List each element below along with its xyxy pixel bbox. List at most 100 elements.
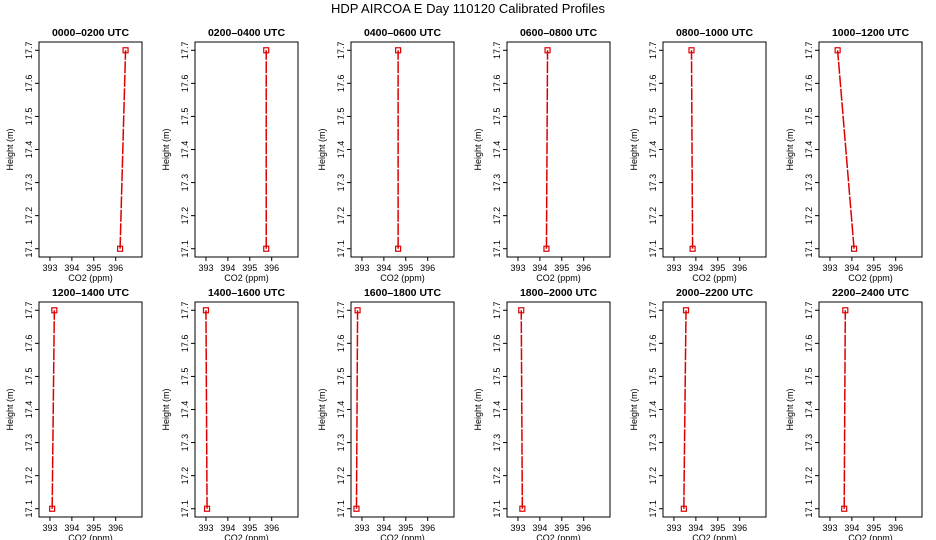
data-point: [354, 307, 361, 314]
y-tick-label: 17.5: [24, 368, 34, 386]
y-tick-label: 17.3: [24, 434, 34, 452]
x-tick-label: 396: [264, 523, 279, 533]
chart-panels: 0000–0200 UTC 393 394 395 396 17.1 17.2 17.3 17.…: [5, 27, 923, 540]
x-tick-label: 396: [576, 523, 591, 533]
y-tick-label: 17.5: [24, 108, 34, 126]
y-tick-label: 17.3: [336, 434, 346, 452]
x-axis-label: CO2 (ppm): [380, 533, 425, 540]
y-axis-label: Height (m): [629, 388, 639, 430]
data-point: [395, 47, 402, 54]
x-axis-label: CO2 (ppm): [848, 273, 893, 283]
y-tick-label: 17.7: [180, 302, 190, 320]
y-tick-label: 17.1: [804, 240, 814, 258]
x-tick-label: 394: [64, 523, 79, 533]
y-tick-label: 17.1: [648, 240, 658, 258]
x-axis-label: CO2 (ppm): [224, 273, 269, 283]
profile-panel: 1600–1800 UTC 393 394 395 396 17.1 17.2 17.3 17.…: [317, 287, 455, 540]
x-tick-label: 396: [732, 523, 747, 533]
y-tick-label: 17.1: [24, 500, 34, 518]
x-tick-label: 395: [710, 263, 725, 273]
x-tick-label: 396: [888, 523, 903, 533]
x-tick-label: 394: [844, 263, 859, 273]
x-axis-label: CO2 (ppm): [380, 273, 425, 283]
panel-title: 0600–0800 UTC: [520, 27, 597, 39]
y-tick-label: 17.3: [648, 434, 658, 452]
panel-title: 2000–2200 UTC: [676, 287, 753, 299]
y-tick-label: 17.1: [648, 500, 658, 518]
x-axis-label: CO2 (ppm): [692, 533, 737, 540]
x-tick-label: 395: [398, 523, 413, 533]
x-axis-label: CO2 (ppm): [224, 533, 269, 540]
y-tick-label: 17.4: [492, 401, 502, 419]
y-tick-label: 17.4: [804, 141, 814, 159]
y-tick-label: 17.5: [648, 368, 658, 386]
x-tick-label: 395: [710, 523, 725, 533]
y-tick-label: 17.4: [180, 141, 190, 159]
y-axis-label: Height (m): [161, 388, 171, 430]
x-tick-label: 393: [42, 263, 57, 273]
y-axis-label: Height (m): [317, 128, 327, 170]
plot-frame: [350, 41, 455, 258]
data-point: [682, 307, 690, 314]
profile-line: [520, 310, 524, 509]
data-point: [263, 245, 270, 252]
x-tick-label: 396: [732, 263, 747, 273]
x-tick-label: 393: [42, 523, 57, 533]
y-tick-label: 17.7: [492, 302, 502, 320]
x-tick-label: 393: [354, 263, 369, 273]
plot-frame: [818, 41, 923, 258]
y-tick-label: 17.7: [336, 302, 346, 320]
panel-title: 1600–1800 UTC: [364, 287, 441, 299]
y-tick-label: 17.6: [648, 335, 658, 353]
panel-title: 1800–2000 UTC: [520, 287, 597, 299]
y-tick-label: 17.3: [492, 174, 502, 192]
data-point: [395, 245, 402, 252]
x-tick-label: 394: [688, 523, 703, 533]
x-tick-label: 393: [354, 523, 369, 533]
y-tick-label: 17.2: [180, 207, 190, 225]
y-tick-label: 17.3: [336, 174, 346, 192]
y-tick-label: 17.1: [492, 500, 502, 518]
y-tick-label: 17.5: [180, 108, 190, 126]
x-tick-label: 396: [420, 263, 435, 273]
x-tick-label: 394: [376, 523, 391, 533]
y-tick-label: 17.4: [24, 401, 34, 419]
profile-line: [690, 50, 694, 249]
y-tick-label: 17.7: [804, 302, 814, 320]
x-axis-label: CO2 (ppm): [848, 533, 893, 540]
y-tick-label: 17.6: [336, 335, 346, 353]
profile-panel: 1000–1200 UTC 393 394 395 396 17.1 17.2 17.3 17.…: [785, 27, 923, 283]
x-tick-label: 396: [576, 263, 591, 273]
panel-title: 1200–1400 UTC: [52, 287, 129, 299]
y-tick-label: 17.6: [180, 335, 190, 353]
y-tick-label: 17.1: [492, 240, 502, 258]
panel-title: 1400–1600 UTC: [208, 287, 285, 299]
x-axis-label: CO2 (ppm): [68, 533, 113, 540]
y-tick-label: 17.1: [180, 240, 190, 258]
y-tick-label: 17.2: [180, 467, 190, 485]
profile-panel: 1800–2000 UTC 393 394 395 396 17.1 17.2 17.3 17.…: [473, 287, 611, 540]
x-tick-label: 396: [420, 523, 435, 533]
plot-frame: [194, 41, 299, 258]
y-axis-label: Height (m): [785, 128, 795, 170]
y-tick-label: 17.3: [648, 174, 658, 192]
data-point: [842, 307, 849, 314]
y-tick-label: 17.6: [24, 75, 34, 93]
y-tick-label: 17.7: [648, 302, 658, 320]
y-tick-label: 17.6: [492, 75, 502, 93]
x-tick-label: 393: [198, 523, 213, 533]
y-axis-label: Height (m): [473, 388, 483, 430]
y-axis-label: Height (m): [5, 128, 15, 170]
y-tick-label: 17.4: [336, 401, 346, 419]
y-axis-label: Height (m): [161, 128, 171, 170]
data-point: [544, 47, 551, 54]
x-axis-label: CO2 (ppm): [692, 273, 737, 283]
y-tick-label: 17.2: [336, 467, 346, 485]
y-tick-label: 17.1: [336, 240, 346, 258]
y-tick-label: 17.1: [336, 500, 346, 518]
profile-panel: 0400–0600 UTC 393 394 395 396 17.1 17.2 17.3 17.…: [317, 27, 455, 283]
data-point: [51, 307, 58, 314]
y-tick-label: 17.2: [648, 467, 658, 485]
y-tick-label: 17.3: [180, 434, 190, 452]
